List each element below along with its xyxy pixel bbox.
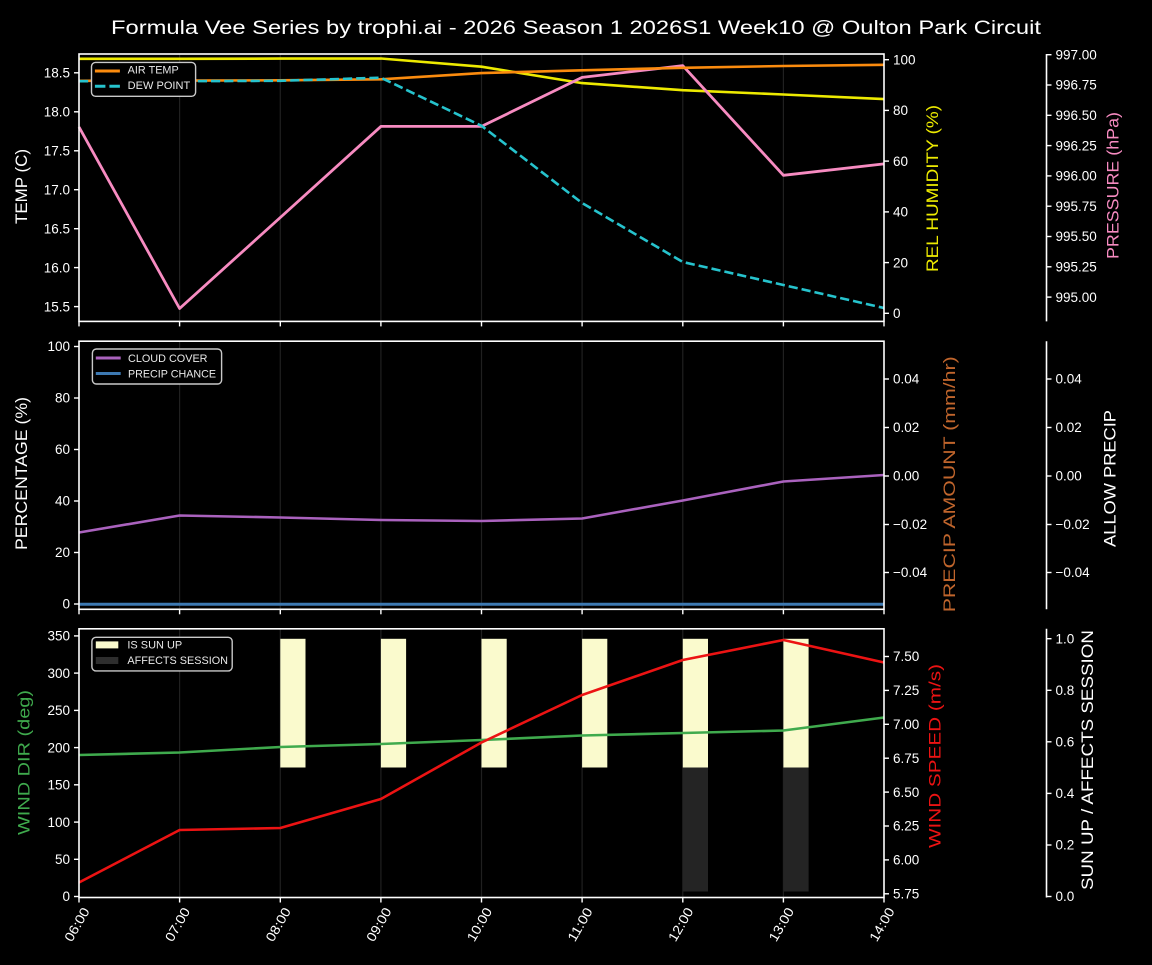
svg-text:AFFECTS SESSION: AFFECTS SESSION bbox=[127, 655, 228, 667]
svg-text:0.00: 0.00 bbox=[1056, 469, 1082, 484]
svg-text:ALLOW PRECIP: ALLOW PRECIP bbox=[1102, 410, 1120, 547]
svg-text:996.00: 996.00 bbox=[1056, 169, 1097, 184]
svg-text:0.8: 0.8 bbox=[1056, 683, 1075, 698]
svg-text:0.02: 0.02 bbox=[1056, 420, 1082, 435]
svg-text:0: 0 bbox=[62, 597, 70, 612]
svg-text:996.50: 996.50 bbox=[1056, 108, 1097, 123]
svg-text:6.75: 6.75 bbox=[893, 751, 919, 766]
svg-text:7.25: 7.25 bbox=[893, 683, 919, 698]
svg-text:250: 250 bbox=[47, 703, 70, 718]
svg-text:PERCENTAGE (%): PERCENTAGE (%) bbox=[13, 397, 31, 550]
svg-text:6.50: 6.50 bbox=[893, 785, 919, 800]
svg-text:995.75: 995.75 bbox=[1056, 199, 1097, 214]
svg-text:DEW POINT: DEW POINT bbox=[128, 80, 191, 92]
svg-text:50: 50 bbox=[55, 852, 70, 867]
svg-text:0.00: 0.00 bbox=[893, 469, 919, 484]
svg-text:995.00: 995.00 bbox=[1056, 290, 1097, 305]
svg-text:WIND DIR (deg): WIND DIR (deg) bbox=[16, 690, 34, 835]
svg-text:15.5: 15.5 bbox=[44, 299, 70, 314]
svg-text:−0.04: −0.04 bbox=[893, 565, 928, 580]
svg-text:0.04: 0.04 bbox=[1056, 372, 1083, 387]
svg-text:Formula Vee Series by trophi.a: Formula Vee Series by trophi.ai - 2026 S… bbox=[111, 18, 1042, 39]
svg-text:60: 60 bbox=[55, 442, 70, 457]
svg-text:996.75: 996.75 bbox=[1056, 78, 1097, 93]
svg-text:REL HUMIDITY (%): REL HUMIDITY (%) bbox=[924, 105, 942, 272]
svg-text:1.0: 1.0 bbox=[1056, 631, 1075, 646]
svg-text:80: 80 bbox=[893, 103, 908, 118]
svg-text:7.00: 7.00 bbox=[893, 717, 919, 732]
svg-text:40: 40 bbox=[55, 494, 70, 509]
svg-text:PRESSURE (hPa): PRESSURE (hPa) bbox=[1105, 112, 1123, 259]
svg-text:−0.04: −0.04 bbox=[1056, 565, 1091, 580]
svg-text:40: 40 bbox=[893, 205, 908, 220]
svg-text:TEMP (C): TEMP (C) bbox=[13, 149, 31, 224]
svg-text:100: 100 bbox=[47, 339, 70, 354]
svg-text:16.5: 16.5 bbox=[44, 221, 70, 236]
svg-text:80: 80 bbox=[55, 391, 70, 406]
svg-text:0.2: 0.2 bbox=[1056, 838, 1075, 853]
svg-text:AIR TEMP: AIR TEMP bbox=[128, 64, 179, 76]
svg-text:300: 300 bbox=[47, 666, 70, 681]
svg-text:996.25: 996.25 bbox=[1056, 138, 1097, 153]
svg-text:7.50: 7.50 bbox=[893, 649, 919, 664]
svg-text:16.0: 16.0 bbox=[44, 260, 70, 275]
svg-text:17.0: 17.0 bbox=[44, 182, 70, 197]
svg-text:995.50: 995.50 bbox=[1056, 229, 1097, 244]
svg-text:995.25: 995.25 bbox=[1056, 260, 1097, 275]
svg-text:20: 20 bbox=[893, 255, 908, 270]
svg-text:20: 20 bbox=[55, 545, 70, 560]
svg-text:0.6: 0.6 bbox=[1056, 735, 1075, 750]
svg-text:6.00: 6.00 bbox=[893, 853, 919, 868]
svg-text:18.5: 18.5 bbox=[44, 66, 70, 81]
svg-text:IS SUN UP: IS SUN UP bbox=[127, 640, 182, 652]
svg-text:350: 350 bbox=[47, 629, 70, 644]
svg-text:0.0: 0.0 bbox=[1056, 889, 1075, 904]
svg-text:100: 100 bbox=[47, 815, 70, 830]
svg-text:0: 0 bbox=[893, 306, 901, 321]
svg-text:150: 150 bbox=[47, 778, 70, 793]
svg-text:18.0: 18.0 bbox=[44, 105, 70, 120]
svg-text:60: 60 bbox=[893, 154, 908, 169]
svg-text:−0.02: −0.02 bbox=[893, 517, 927, 532]
svg-text:CLOUD COVER: CLOUD COVER bbox=[128, 353, 208, 365]
svg-text:200: 200 bbox=[47, 740, 70, 755]
svg-text:5.75: 5.75 bbox=[893, 887, 919, 902]
svg-text:0.04: 0.04 bbox=[893, 372, 920, 387]
svg-text:WIND SPEED (m/s): WIND SPEED (m/s) bbox=[927, 664, 945, 848]
svg-text:0.02: 0.02 bbox=[893, 420, 919, 435]
svg-text:6.25: 6.25 bbox=[893, 819, 919, 834]
svg-text:100: 100 bbox=[893, 52, 916, 67]
svg-text:PRECIP AMOUNT (mm/hr): PRECIP AMOUNT (mm/hr) bbox=[941, 356, 959, 612]
svg-text:PRECIP CHANCE: PRECIP CHANCE bbox=[128, 368, 216, 380]
svg-text:SUN UP / AFFECTS SESSION: SUN UP / AFFECTS SESSION bbox=[1079, 630, 1097, 890]
svg-text:−0.02: −0.02 bbox=[1056, 517, 1090, 532]
svg-text:0.4: 0.4 bbox=[1056, 786, 1075, 801]
svg-text:17.5: 17.5 bbox=[44, 144, 70, 159]
svg-text:997.00: 997.00 bbox=[1056, 47, 1097, 62]
svg-text:0: 0 bbox=[62, 889, 70, 904]
